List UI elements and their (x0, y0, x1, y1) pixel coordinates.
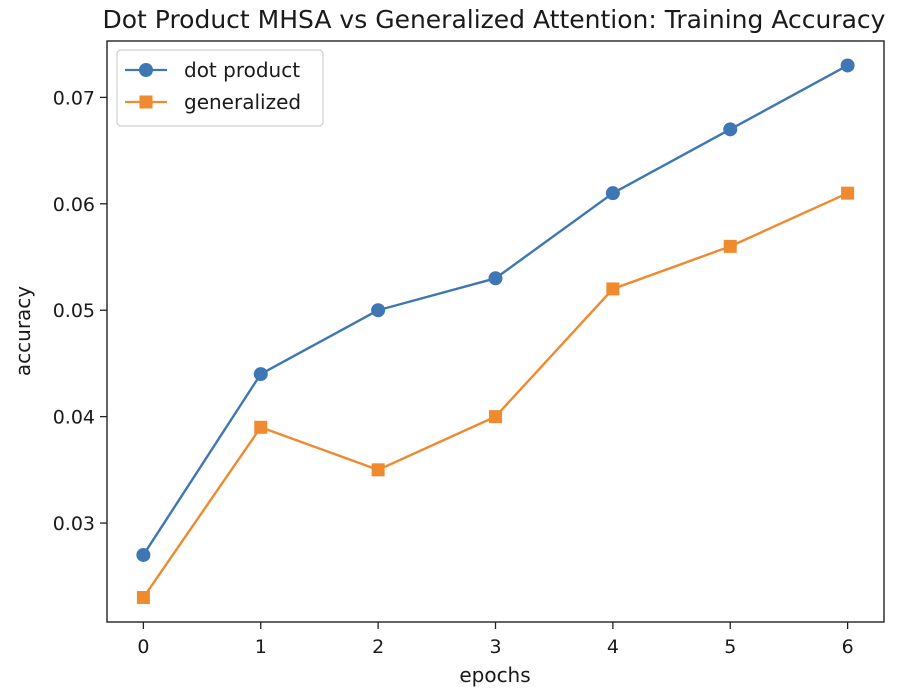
data-point-generalized (136, 591, 150, 605)
plot-area-frame (106, 40, 885, 623)
chart-title: Dot Product MHSA vs Generalized Attentio… (103, 5, 886, 34)
data-point-dot-product (371, 303, 386, 318)
series-layer (136, 58, 855, 605)
x-axis-label: epochs (459, 663, 530, 687)
data-point-dot-product (840, 58, 855, 73)
x-tick-label: 0 (137, 636, 149, 658)
data-point-generalized (371, 463, 385, 477)
data-point-dot-product (488, 271, 503, 286)
data-point-generalized (841, 186, 855, 200)
data-point-generalized (489, 410, 502, 424)
x-tick-label: 3 (489, 636, 501, 658)
data-point-dot-product (605, 186, 620, 201)
x-tick-label: 2 (372, 636, 384, 658)
data-point-dot-product (136, 547, 151, 562)
series-line-dot-product (142, 64, 849, 556)
data-point-generalized (723, 239, 737, 253)
legend-marker-generalized (139, 95, 153, 109)
legend-label-generalized: generalized (184, 90, 301, 114)
y-axis: 0.03 0.04 0.05 0.06 0.07 (53, 87, 107, 535)
data-point-generalized (254, 420, 268, 434)
legend-marker-dot-product (139, 63, 153, 77)
legend: dot product generalized (116, 49, 324, 127)
x-tick-label: 6 (842, 636, 854, 658)
y-axis-label: accuracy (11, 286, 35, 376)
legend-label-dot-product: dot product (184, 58, 300, 82)
x-axis: 0 1 2 3 4 5 6 (137, 622, 854, 658)
data-point-dot-product (723, 122, 738, 137)
x-tick-label: 4 (607, 636, 619, 658)
y-tick-label: 0.04 (53, 407, 95, 429)
series-line-generalized (142, 192, 849, 599)
y-tick-label: 0.05 (53, 300, 95, 322)
y-tick-label: 0.07 (53, 87, 95, 109)
legend-frame (116, 49, 324, 127)
data-point-generalized (606, 282, 620, 296)
x-tick-label: 1 (255, 636, 267, 658)
data-point-dot-product (253, 367, 268, 382)
y-tick-label: 0.06 (53, 194, 95, 216)
x-tick-label: 5 (724, 636, 736, 658)
y-tick-label: 0.03 (53, 513, 95, 535)
